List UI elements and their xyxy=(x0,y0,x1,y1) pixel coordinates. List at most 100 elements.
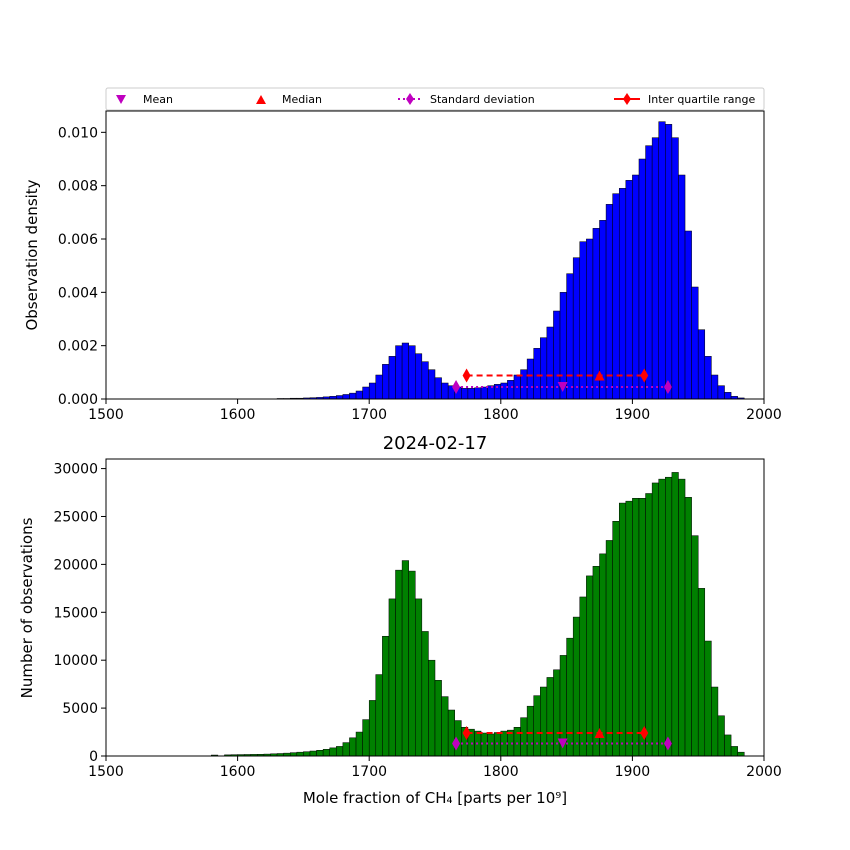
bottom-bar xyxy=(697,588,706,757)
bottom-bar xyxy=(355,731,363,757)
top-bar xyxy=(724,392,732,400)
top-iqr-marker-low xyxy=(462,368,471,383)
top-bar xyxy=(632,174,640,400)
legend-iqr-label: Inter quartile range xyxy=(648,93,755,106)
bottom-bar xyxy=(441,696,449,757)
top-bar xyxy=(415,353,423,400)
top-bar xyxy=(684,230,692,400)
top-markers xyxy=(452,368,672,394)
top-bar xyxy=(362,386,370,400)
top-bar xyxy=(401,342,409,400)
top-bar xyxy=(645,145,653,400)
top-axes-frame xyxy=(105,110,765,400)
bottom-iqr-marker-low xyxy=(462,726,471,741)
top-bar xyxy=(546,326,554,400)
top-bar xyxy=(612,193,620,400)
top-mean-marker xyxy=(557,382,568,392)
top-bar xyxy=(349,392,357,400)
top-bar xyxy=(388,356,396,400)
bottom-markers xyxy=(452,726,672,751)
bottom-panel: 2024-02-17 1500 1600 1700 1800 1900 2000 0 500… xyxy=(18,433,782,807)
top-bar xyxy=(368,382,377,400)
top-x-tick-label: 1800 xyxy=(483,407,519,423)
top-x-ticks: 1500 1600 1700 1800 1900 2000 xyxy=(88,399,782,423)
top-bar xyxy=(467,388,475,400)
legend-std-marker xyxy=(406,93,414,105)
top-bar xyxy=(507,380,515,400)
bottom-mean-marker xyxy=(557,738,568,749)
top-bar xyxy=(480,386,488,400)
bottom-bar xyxy=(428,659,436,757)
legend-std-label: Standard deviation xyxy=(430,93,535,106)
top-x-tick-label: 1500 xyxy=(88,407,124,423)
top-y-tick-label: 0.000 xyxy=(58,392,98,408)
bottom-bar xyxy=(684,497,692,757)
bottom-bar xyxy=(303,751,311,757)
top-bar xyxy=(704,356,712,400)
top-bar xyxy=(638,158,646,400)
top-bar xyxy=(671,137,679,400)
bottom-y-axis-label: Number of observations xyxy=(18,517,36,698)
top-bar xyxy=(441,382,449,400)
top-y-tick-label: 0.002 xyxy=(58,339,98,355)
bottom-bar xyxy=(724,734,732,757)
top-bar xyxy=(520,369,528,400)
legend-entry-mean: Mean xyxy=(116,93,173,106)
bottom-iqr-marker-high xyxy=(640,726,649,741)
bottom-bar xyxy=(316,750,324,757)
top-bar xyxy=(651,137,659,400)
top-bar xyxy=(474,387,482,400)
top-std-marker-low xyxy=(452,380,461,394)
bottom-y-tick-label: 20000 xyxy=(53,557,98,573)
bottom-median-marker xyxy=(594,728,605,739)
bottom-bar xyxy=(415,598,423,757)
bottom-bar xyxy=(658,478,666,757)
bottom-axes-frame xyxy=(105,458,765,757)
bottom-bar xyxy=(349,737,357,757)
legend-mean-marker xyxy=(116,95,126,104)
bottom-bar xyxy=(730,746,738,757)
top-bar xyxy=(540,337,548,400)
top-iqr-marker-high xyxy=(640,368,649,383)
bottom-bar xyxy=(645,493,653,757)
top-bar xyxy=(717,385,725,400)
bottom-bar xyxy=(296,751,304,757)
top-bar xyxy=(599,220,607,400)
bottom-bar xyxy=(737,751,745,757)
bottom-bar xyxy=(711,686,719,757)
bottom-std-marker-low xyxy=(452,736,461,751)
bottom-bar xyxy=(704,640,712,757)
bottom-bar xyxy=(336,746,344,757)
top-std-marker-high xyxy=(663,380,672,394)
top-bar xyxy=(711,374,719,400)
top-y-axis-label: Observation density xyxy=(23,179,41,330)
top-x-tick-label: 2000 xyxy=(746,407,782,423)
bottom-bar xyxy=(671,472,679,757)
bottom-bar xyxy=(618,502,627,757)
bottom-bar xyxy=(309,750,317,757)
top-bar xyxy=(382,364,390,400)
top-bar xyxy=(658,121,666,400)
bottom-bar xyxy=(487,733,495,757)
top-bar xyxy=(553,310,561,400)
top-bar xyxy=(697,329,706,400)
bottom-bar xyxy=(329,747,337,757)
bottom-bar xyxy=(638,498,646,757)
legend-entry-standard-deviation: Standard deviation xyxy=(398,93,535,106)
bottom-bar xyxy=(717,715,725,757)
top-panel: 1500 1600 1700 1800 1900 2000 0.000 0.002 0.004… xyxy=(23,110,782,423)
bottom-bar xyxy=(408,570,416,757)
bottom-x-tick-label: 1800 xyxy=(483,764,519,780)
top-bar xyxy=(566,273,574,400)
bottom-bar xyxy=(572,616,581,757)
top-bar xyxy=(395,345,403,400)
bottom-bar xyxy=(368,700,377,757)
legend-frame xyxy=(105,87,765,111)
bottom-bar xyxy=(342,742,350,757)
bottom-bar xyxy=(632,498,640,757)
bottom-bar xyxy=(526,705,534,757)
bottom-y-tick-label: 0 xyxy=(89,749,98,765)
bottom-bar xyxy=(691,535,699,757)
top-bar xyxy=(375,374,383,400)
